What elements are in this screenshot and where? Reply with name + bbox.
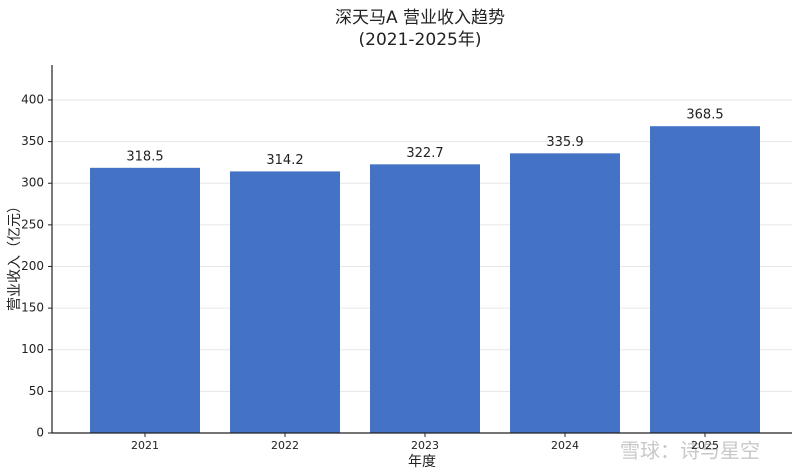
bar [230, 171, 340, 433]
y-tick-label: 300 [21, 176, 44, 190]
value-label: 335.9 [546, 135, 583, 150]
y-tick-label: 400 [21, 92, 44, 106]
bar [510, 153, 620, 433]
x-tick-label: 2021 [131, 439, 159, 452]
x-tick-label: 2024 [551, 439, 579, 452]
y-tick-label: 350 [21, 134, 44, 148]
bar [370, 164, 480, 433]
value-label: 318.5 [126, 149, 163, 164]
x-tick-label: 2022 [271, 439, 299, 452]
y-tick-label: 50 [29, 384, 44, 398]
y-tick-label: 150 [21, 301, 44, 315]
x-tick-label: 2025 [691, 439, 719, 452]
bar [90, 167, 200, 433]
value-label: 368.5 [686, 108, 723, 123]
bar [650, 126, 760, 433]
y-tick-label: 250 [21, 217, 44, 231]
y-tick-label: 0 [36, 426, 44, 440]
watermark: 雪球：诗与星空 [620, 439, 760, 463]
y-tick-label: 200 [21, 259, 44, 273]
value-label: 322.7 [406, 146, 443, 161]
x-tick-label: 2023 [411, 439, 439, 452]
chart-subtitle: (2021-2025年) [359, 30, 482, 50]
x-axis-label: 年度 [408, 454, 436, 470]
chart-title: 深天马A 营业收入趋势 [335, 8, 505, 28]
value-label: 314.2 [266, 153, 303, 168]
y-tick-label: 100 [21, 342, 44, 356]
y-axis-label: 营业收入（亿元） [7, 199, 23, 311]
